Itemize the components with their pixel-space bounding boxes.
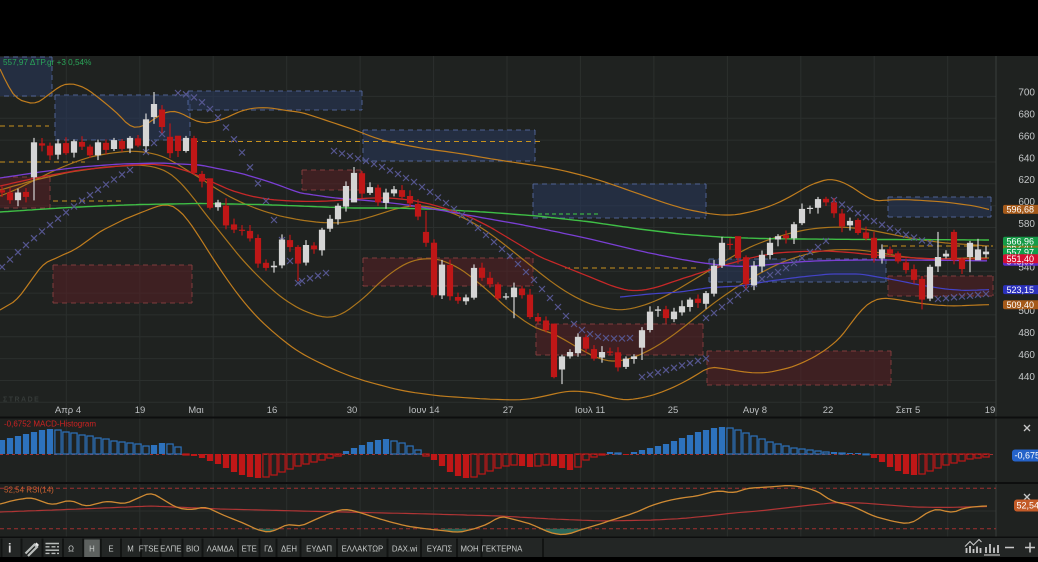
svg-text:30: 30 — [347, 405, 358, 416]
svg-text:ΜΟΗ: ΜΟΗ — [460, 544, 478, 553]
svg-text:-0,6752: -0,6752 — [1015, 451, 1038, 461]
svg-text:440: 440 — [1018, 372, 1035, 383]
svg-text:ΕΥΑΠΣ: ΕΥΑΠΣ — [427, 544, 453, 553]
svg-text:19: 19 — [135, 405, 146, 416]
svg-text:ΓΔ: ΓΔ — [264, 544, 273, 553]
svg-text:16: 16 — [267, 405, 278, 416]
svg-text:-0,6752 MACD-Histogram: -0,6752 MACD-Histogram — [4, 420, 96, 429]
svg-text:52,54: 52,54 — [1017, 501, 1038, 511]
svg-text:52,54 RSI(14): 52,54 RSI(14) — [4, 486, 54, 495]
svg-text:Μαι: Μαι — [188, 405, 204, 416]
svg-text:ΛΑΜΔΑ: ΛΑΜΔΑ — [207, 544, 235, 553]
svg-text:Μ: Μ — [127, 544, 134, 553]
svg-text:ΕΥΔΑΠ: ΕΥΔΑΠ — [306, 544, 332, 553]
svg-text:480: 480 — [1018, 328, 1035, 339]
svg-text:DAX.wi: DAX.wi — [392, 544, 418, 553]
svg-text:22: 22 — [823, 405, 834, 416]
svg-text:509,40: 509,40 — [1007, 300, 1035, 310]
svg-text:Ω: Ω — [68, 544, 74, 553]
svg-text:680: 680 — [1018, 110, 1035, 121]
svg-text:640: 640 — [1018, 153, 1035, 164]
svg-text:ΔΕΗ: ΔΕΗ — [281, 544, 297, 553]
svg-text:19: 19 — [985, 405, 996, 416]
svg-text:660: 660 — [1018, 131, 1035, 142]
svg-text:Σεπ 5: Σεπ 5 — [896, 405, 921, 416]
svg-text:Ιουν 14: Ιουν 14 — [408, 405, 439, 416]
svg-text:Απρ 4: Απρ 4 — [55, 405, 81, 416]
svg-text:596,68: 596,68 — [1007, 205, 1035, 215]
svg-text:i: i — [8, 542, 11, 556]
svg-text:25: 25 — [668, 405, 679, 416]
svg-text:Αυγ 8: Αυγ 8 — [743, 405, 767, 416]
svg-text:Η: Η — [89, 544, 95, 553]
svg-text:460: 460 — [1018, 350, 1035, 361]
svg-text:Ε: Ε — [108, 544, 113, 553]
svg-text:ΕΤΕ: ΕΤΕ — [242, 544, 257, 553]
svg-text:FTSE: FTSE — [139, 544, 159, 553]
svg-text:ΓΕΚΤΕΡΝΑ: ΓΕΚΤΕΡΝΑ — [482, 544, 523, 553]
svg-text:ΒΙΟ: ΒΙΟ — [186, 544, 199, 553]
svg-text:523,15: 523,15 — [1007, 285, 1035, 295]
svg-text:566,96: 566,96 — [1007, 237, 1035, 247]
svg-text:620: 620 — [1018, 175, 1035, 186]
svg-text:551,40: 551,40 — [1007, 254, 1035, 264]
svg-text:557,97 ΔTP.gr +3 0,54%: 557,97 ΔTP.gr +3 0,54% — [3, 58, 91, 67]
svg-text:Ιουλ 11: Ιουλ 11 — [575, 405, 605, 416]
svg-text:580: 580 — [1018, 219, 1035, 230]
svg-text:ΕΛΠΕ: ΕΛΠΕ — [160, 544, 181, 553]
svg-text:ΣTRADE: ΣTRADE — [3, 397, 40, 404]
svg-text:ΕΛΛΑΚΤΩΡ: ΕΛΛΑΚΤΩΡ — [342, 544, 384, 553]
svg-text:700: 700 — [1018, 88, 1035, 99]
svg-text:27: 27 — [503, 405, 514, 416]
